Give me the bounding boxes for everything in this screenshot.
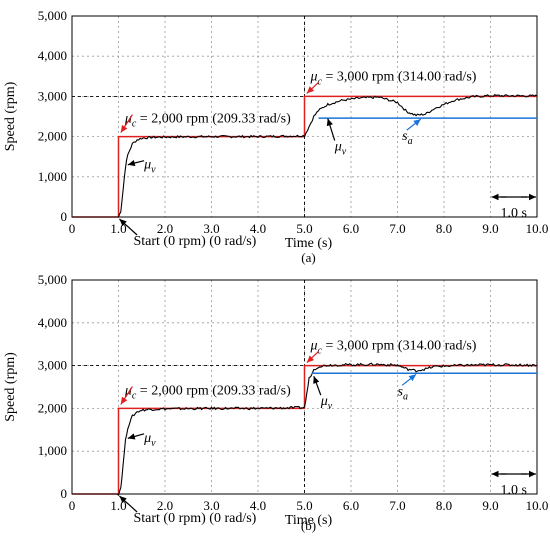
y-tick-label: 4,000 (38, 48, 67, 63)
scale-bar-right-head (529, 470, 536, 478)
scale-bar-label: 1.0 s (501, 206, 527, 221)
arrow-ref-3000-head (306, 86, 315, 94)
x-tick-label: 5.0 (296, 498, 312, 513)
x-tick-label: 4.0 (250, 221, 266, 236)
x-tick-label: 3.0 (203, 221, 219, 236)
y-tick-label: 4,000 (38, 315, 67, 330)
x-tick-label: 8.0 (436, 221, 452, 236)
x-axis-label: Time (s) (285, 236, 333, 251)
arrow-ref-2000-head (120, 396, 128, 405)
arrow-measured-rise-head (127, 433, 136, 440)
annotation-load: sa (402, 129, 412, 147)
y-tick-label: 0 (61, 209, 68, 224)
y-tick-label: 1,000 (38, 443, 67, 458)
annotation-measured-rise: μv (143, 158, 156, 176)
x-axis-label: Time (s) (285, 513, 333, 528)
x-tick-label: 9.0 (482, 498, 498, 513)
y-axis-label: Speed (rpm) (3, 81, 18, 151)
x-tick-label: 7.0 (389, 221, 405, 236)
arrow-start-head (119, 496, 127, 504)
plot-frame (71, 279, 538, 495)
y-tick-label: 2,000 (38, 400, 67, 415)
x-tick-label: 6.0 (343, 221, 359, 236)
x-tick-label: 7.0 (389, 498, 405, 513)
x-tick-label: 3.0 (203, 498, 219, 513)
arrow-ref-3000-head (306, 355, 315, 363)
scale-bar-label: 1.0 s (501, 483, 527, 498)
y-tick-label: 3,000 (38, 358, 67, 373)
x-tick-label: 2.0 (157, 221, 173, 236)
x-tick-label: 8.0 (436, 498, 452, 513)
chart-panel-b: 0 1.0 2.0 3.0 4.0 5.0 6.0 7.0 8.0 9.0 10.001,0002,… (3, 272, 548, 533)
series-measured-speed (72, 362, 538, 497)
panel-caption: (a) (301, 250, 315, 265)
x-tick-label: 0 (69, 221, 76, 236)
panel-caption: (b) (301, 518, 316, 533)
chart-panel-a: 0 1.0 2.0 3.0 4.0 5.0 6.0 7.0 8.0 9.0 10.001,0002,… (3, 8, 548, 265)
x-tick-label: 4.0 (250, 498, 266, 513)
annotation-ref-3000: μc = 3,000 rpm (314.00 rad/s) (310, 339, 477, 357)
annotation-start: Start (0 rpm) (0 rad/s) (133, 234, 256, 249)
arrow-measured-step-head (326, 118, 333, 127)
arrow-load-head (413, 119, 421, 126)
annotation-load: sa (398, 384, 408, 402)
annotation-measured-rise: μv (143, 431, 156, 449)
arrow-load-head (408, 374, 417, 382)
y-tick-label: 5,000 (38, 272, 67, 287)
y-tick-label: 0 (61, 486, 68, 501)
annotation-ref-2000: μc = 2,000 rpm (209.33 rad/s) (124, 383, 291, 401)
y-tick-label: 3,000 (38, 88, 67, 103)
annotation-ref-3000: μc = 3,000 rpm (314.00 rad/s) (310, 69, 477, 87)
arrow-start-head (119, 219, 127, 227)
x-tick-label: 5.0 (296, 221, 312, 236)
x-tick-label: 10.0 (526, 498, 549, 513)
annotation-measured-step: μv (320, 394, 333, 412)
scale-bar-left-head (491, 470, 499, 478)
scale-bar-right-head (529, 193, 536, 201)
x-tick-label: 2.0 (157, 498, 173, 513)
y-tick-label: 5,000 (38, 8, 67, 23)
annotation-ref-2000: μc = 2,000 rpm (209.33 rad/s) (124, 112, 291, 130)
scale-bar-left-head (491, 193, 499, 201)
arrow-ref-2000-head (120, 124, 128, 133)
y-axis-label: Speed (rpm) (3, 352, 18, 422)
arrow-measured-rise-head (127, 159, 136, 167)
x-tick-label: 0 (69, 498, 76, 513)
arrow-measured-step-head (313, 376, 320, 384)
plot-frame (71, 15, 538, 218)
x-tick-label: 6.0 (343, 498, 359, 513)
annotation-start: Start (0 rpm) (0 rad/s) (133, 511, 256, 526)
x-tick-label: 10.0 (526, 221, 549, 236)
annotation-measured-step: μv (334, 140, 347, 158)
x-tick-label: 9.0 (482, 221, 498, 236)
y-tick-label: 1,000 (38, 169, 67, 184)
series-measured-speed (72, 94, 538, 218)
y-tick-label: 2,000 (38, 129, 67, 144)
